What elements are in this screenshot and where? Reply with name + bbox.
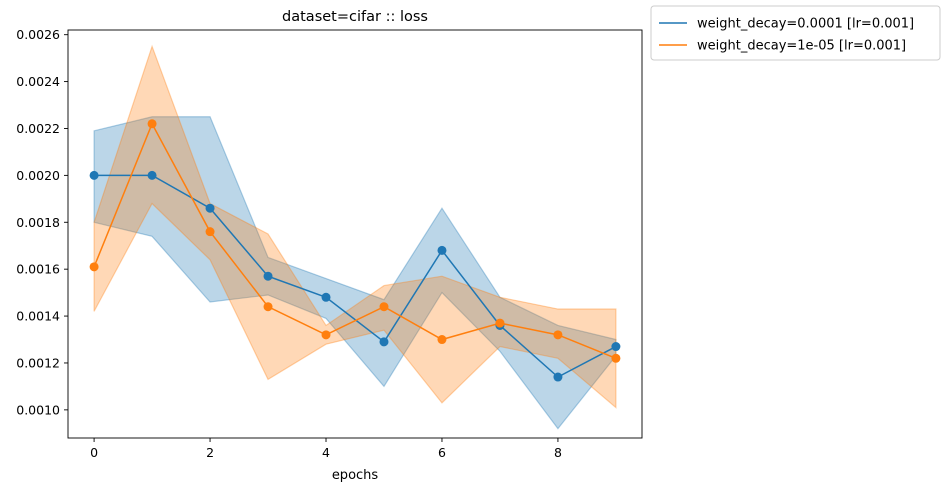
x-tick-label: 8 [554, 445, 562, 460]
x-tick-label: 0 [90, 445, 98, 460]
data-point [147, 170, 157, 180]
data-point [553, 372, 563, 382]
y-tick-label: 0.0010 [16, 402, 60, 417]
y-tick-label: 0.0016 [16, 262, 60, 277]
legend-box [650, 5, 941, 61]
y-tick-label: 0.0026 [16, 27, 60, 42]
y-tick-label: 0.0020 [16, 168, 60, 183]
chart-title: dataset=cifar :: loss [282, 9, 428, 25]
x-axis-title: epochs [332, 468, 379, 483]
data-point [205, 227, 215, 237]
series-points [89, 119, 621, 382]
data-point [611, 342, 621, 352]
data-point [437, 335, 447, 345]
data-point [611, 353, 621, 363]
y-tick-label: 0.0014 [16, 309, 60, 324]
y-tick-label: 0.0024 [16, 74, 60, 89]
confidence-bands [93, 44, 617, 430]
x-tick-label: 4 [322, 445, 330, 460]
y-axis: 0.0010 0.0012 0.0014 0.0016 0.0018 0.0020 0.00… [16, 27, 68, 417]
series-line-2 [93, 122, 617, 359]
data-point [379, 337, 389, 347]
data-point [89, 262, 99, 272]
legend-label-1: weight_decay=0.0001 [lr=0.001] [697, 17, 914, 32]
series-line-1 [94, 174, 617, 378]
y-tick-label: 0.0018 [16, 215, 60, 230]
data-point [147, 119, 157, 129]
x-tick-label: 6 [438, 445, 446, 460]
data-point [437, 245, 447, 255]
x-tick-label: 2 [206, 445, 214, 460]
y-tick-label: 0.0022 [16, 121, 60, 136]
data-point [263, 302, 273, 312]
y-tick-label: 0.0012 [16, 355, 60, 370]
data-point [495, 318, 505, 328]
confidence-band-2 [93, 44, 617, 409]
x-axis: 0 2 4 6 8 [90, 438, 562, 460]
legend-label-2: weight_decay=1e-05 [lr=0.001] [697, 39, 906, 54]
data-point [321, 330, 331, 340]
data-point [379, 302, 389, 312]
data-point [89, 170, 99, 180]
data-point [321, 292, 331, 302]
legend: weight_decay=0.0001 [lr=0.001] weight_dec… [650, 5, 941, 61]
data-point [205, 203, 215, 213]
data-point [553, 330, 563, 340]
data-point [263, 271, 273, 281]
plot-frame [67, 29, 643, 439]
series-lines [93, 122, 617, 378]
